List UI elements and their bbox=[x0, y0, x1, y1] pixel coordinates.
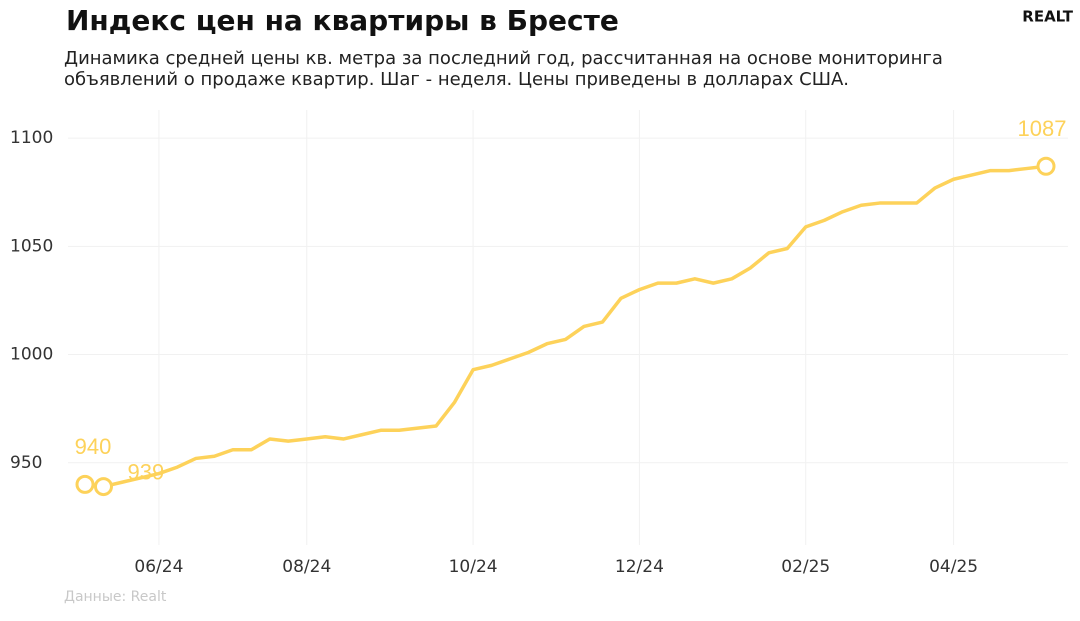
line bbox=[84, 164, 1047, 489]
chart-title: Индекс цен на квартиры в Бресте bbox=[66, 4, 619, 37]
y-tick-label: 950 bbox=[10, 453, 42, 473]
subtitle-line: объявлений о продаже квартир. Шаг - неде… bbox=[64, 69, 849, 90]
y-tick-label: 1100 bbox=[10, 128, 53, 148]
subtitle-line: Динамика средней цены кв. метра за после… bbox=[64, 48, 943, 69]
data-label: 940 bbox=[75, 434, 112, 459]
x-tick-label: 12/24 bbox=[615, 557, 664, 577]
point-marker bbox=[1036, 156, 1056, 176]
x-tick-label: 08/24 bbox=[282, 557, 331, 577]
y-tick-label: 1050 bbox=[10, 236, 53, 256]
data-label: 939 bbox=[127, 459, 164, 484]
point-marker bbox=[75, 474, 95, 494]
x-tick-label: 10/24 bbox=[449, 557, 498, 577]
point-marker bbox=[93, 477, 113, 497]
logo: REALT bbox=[1022, 8, 1073, 26]
x-tick-label: 04/25 bbox=[929, 557, 978, 577]
y-tick-label: 1000 bbox=[10, 345, 53, 365]
data-label: 1087 bbox=[1018, 116, 1067, 141]
x-tick-label: 02/25 bbox=[781, 557, 830, 577]
x-tick-label: 06/24 bbox=[134, 557, 183, 577]
source: Данные: Realt bbox=[64, 589, 167, 605]
